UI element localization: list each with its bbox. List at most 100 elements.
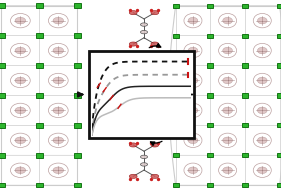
Ellipse shape [151, 11, 159, 15]
FancyBboxPatch shape [277, 4, 281, 8]
Ellipse shape [223, 17, 232, 24]
Ellipse shape [15, 137, 26, 144]
Ellipse shape [53, 77, 64, 84]
FancyBboxPatch shape [207, 33, 213, 38]
FancyBboxPatch shape [242, 183, 248, 187]
Ellipse shape [129, 42, 137, 46]
Ellipse shape [219, 163, 237, 177]
Ellipse shape [184, 13, 202, 28]
Ellipse shape [53, 137, 64, 144]
Ellipse shape [15, 47, 26, 54]
Ellipse shape [257, 47, 267, 54]
Ellipse shape [151, 174, 159, 178]
FancyBboxPatch shape [207, 64, 213, 68]
FancyBboxPatch shape [277, 93, 281, 98]
FancyBboxPatch shape [242, 123, 248, 127]
Ellipse shape [219, 13, 237, 28]
Ellipse shape [15, 77, 26, 84]
Ellipse shape [140, 163, 148, 166]
Ellipse shape [188, 167, 198, 174]
Ellipse shape [10, 103, 30, 118]
FancyBboxPatch shape [242, 93, 248, 98]
FancyBboxPatch shape [277, 33, 281, 38]
FancyBboxPatch shape [36, 63, 43, 68]
Ellipse shape [257, 107, 267, 114]
FancyBboxPatch shape [36, 123, 43, 128]
Ellipse shape [53, 107, 64, 114]
Ellipse shape [15, 167, 26, 174]
Ellipse shape [10, 163, 30, 177]
Ellipse shape [188, 77, 198, 84]
FancyBboxPatch shape [242, 153, 248, 157]
Ellipse shape [219, 103, 237, 118]
FancyBboxPatch shape [74, 93, 81, 98]
Ellipse shape [253, 43, 271, 58]
Ellipse shape [257, 77, 267, 84]
Ellipse shape [48, 13, 68, 28]
FancyBboxPatch shape [74, 63, 81, 68]
Ellipse shape [53, 47, 64, 54]
FancyBboxPatch shape [36, 3, 43, 8]
FancyBboxPatch shape [173, 153, 179, 157]
FancyBboxPatch shape [242, 64, 248, 68]
Ellipse shape [151, 42, 159, 46]
Ellipse shape [219, 73, 237, 88]
Ellipse shape [184, 163, 202, 177]
Ellipse shape [48, 103, 68, 118]
FancyBboxPatch shape [36, 183, 43, 187]
Ellipse shape [151, 143, 159, 147]
FancyBboxPatch shape [74, 33, 81, 38]
FancyBboxPatch shape [207, 93, 213, 98]
Ellipse shape [253, 133, 271, 147]
FancyBboxPatch shape [242, 33, 248, 38]
FancyBboxPatch shape [36, 153, 43, 158]
FancyBboxPatch shape [173, 93, 179, 98]
FancyBboxPatch shape [0, 153, 5, 158]
FancyBboxPatch shape [36, 33, 43, 38]
Ellipse shape [184, 73, 202, 88]
Ellipse shape [188, 47, 198, 54]
Ellipse shape [219, 133, 237, 147]
Ellipse shape [15, 17, 26, 24]
Ellipse shape [10, 13, 30, 28]
Ellipse shape [223, 137, 232, 144]
Ellipse shape [257, 17, 267, 24]
Ellipse shape [253, 13, 271, 28]
FancyBboxPatch shape [207, 183, 213, 187]
FancyBboxPatch shape [74, 3, 81, 8]
FancyBboxPatch shape [277, 153, 281, 157]
FancyBboxPatch shape [173, 4, 179, 8]
FancyBboxPatch shape [0, 93, 5, 98]
Ellipse shape [184, 43, 202, 58]
Ellipse shape [48, 73, 68, 88]
FancyBboxPatch shape [74, 153, 81, 158]
FancyBboxPatch shape [207, 123, 213, 127]
FancyBboxPatch shape [173, 123, 179, 127]
Ellipse shape [253, 73, 271, 88]
Ellipse shape [129, 174, 137, 178]
FancyBboxPatch shape [173, 33, 179, 38]
Ellipse shape [188, 17, 198, 24]
Ellipse shape [15, 107, 26, 114]
Ellipse shape [219, 43, 237, 58]
FancyBboxPatch shape [36, 93, 43, 98]
Ellipse shape [48, 163, 68, 177]
FancyBboxPatch shape [0, 63, 5, 68]
FancyBboxPatch shape [173, 64, 179, 68]
Ellipse shape [129, 11, 137, 15]
Ellipse shape [53, 167, 64, 174]
Ellipse shape [253, 103, 271, 118]
Ellipse shape [184, 103, 202, 118]
Ellipse shape [10, 73, 30, 88]
Ellipse shape [129, 143, 137, 147]
Ellipse shape [253, 163, 271, 177]
FancyBboxPatch shape [207, 153, 213, 157]
FancyBboxPatch shape [277, 123, 281, 127]
Bar [89, 51, 194, 138]
FancyBboxPatch shape [277, 183, 281, 187]
FancyBboxPatch shape [173, 183, 179, 187]
FancyBboxPatch shape [74, 123, 81, 128]
Ellipse shape [140, 155, 148, 159]
FancyBboxPatch shape [207, 4, 213, 8]
Ellipse shape [223, 77, 232, 84]
